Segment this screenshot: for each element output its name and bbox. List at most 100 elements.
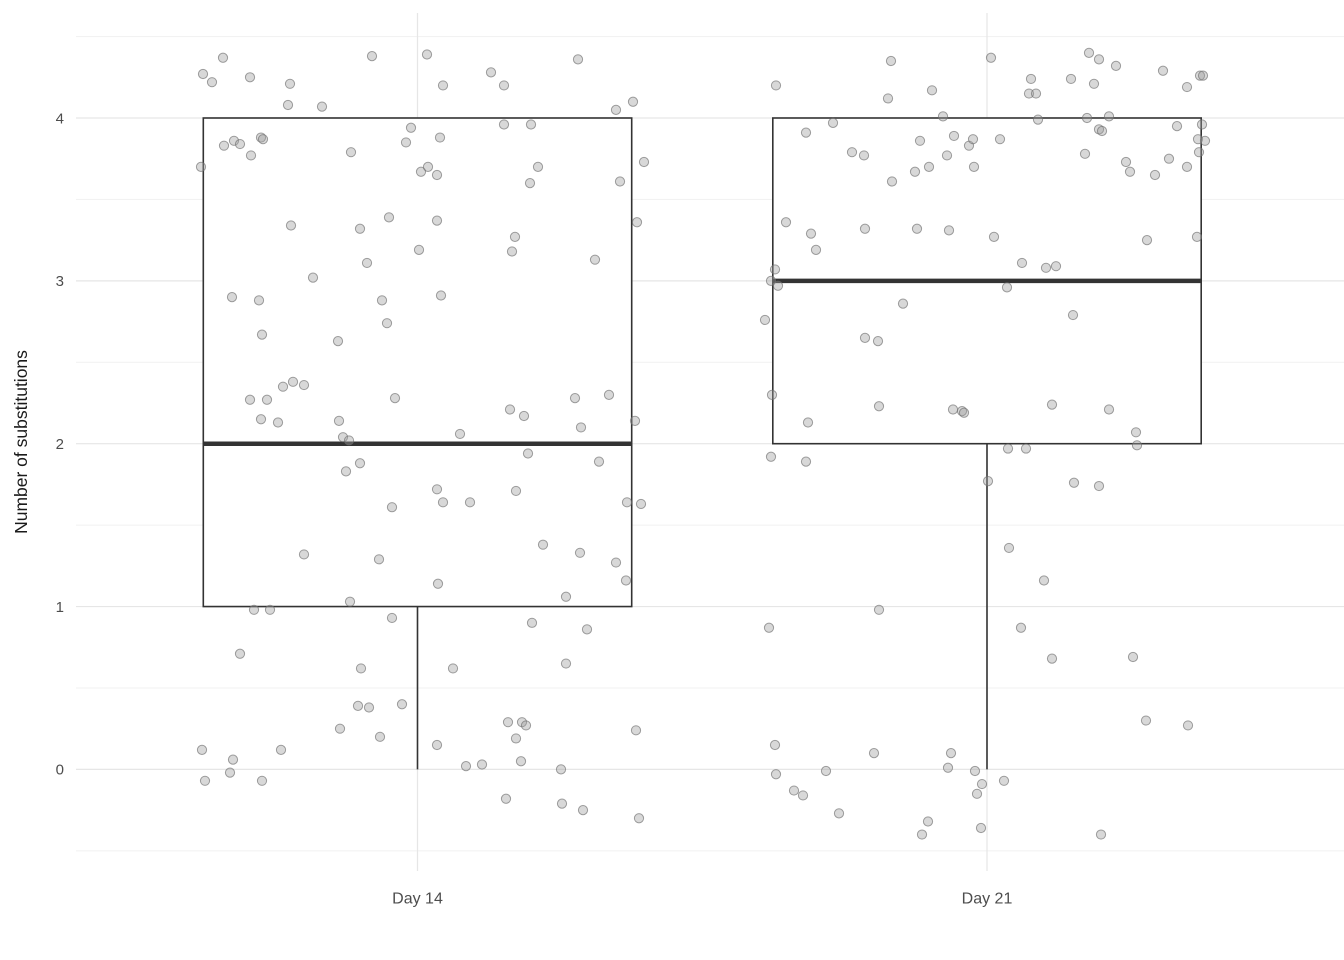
jitter-point	[435, 290, 447, 301]
jitter-point	[947, 404, 959, 415]
jitter-point	[261, 394, 273, 405]
y-axis-title: Number of substitutions	[11, 350, 31, 534]
jitter-point	[363, 702, 375, 713]
jitter-point	[942, 762, 954, 773]
jitter-point	[476, 759, 488, 770]
jitter-point	[256, 329, 268, 340]
jitter-point	[333, 415, 345, 427]
jitter-point	[868, 748, 880, 759]
jitter-point	[971, 788, 983, 799]
jitter-point	[197, 68, 209, 80]
jitter-point	[1088, 78, 1100, 89]
jitter-point	[386, 502, 398, 513]
jitter-point	[344, 596, 356, 607]
jitter-point	[1181, 81, 1193, 93]
jitter-point	[1181, 161, 1193, 172]
jitter-point	[257, 134, 269, 145]
jitter-point	[226, 292, 238, 303]
jitter-point	[967, 134, 979, 145]
jitter-point	[859, 223, 871, 234]
jitter-point	[1199, 135, 1211, 146]
jitter-point	[1067, 309, 1079, 321]
jitter-point	[510, 485, 522, 497]
jitter-point	[948, 130, 960, 142]
jitter-point	[820, 765, 832, 777]
jitter-point	[1196, 119, 1208, 130]
jitter-point	[610, 557, 622, 568]
jitter-point	[572, 54, 584, 65]
jitter-point	[772, 280, 784, 291]
jitter-point	[340, 466, 352, 477]
jitter-point	[248, 604, 260, 615]
jitter-point	[515, 756, 527, 767]
y-tick-label: 0	[56, 762, 64, 779]
jitter-point	[272, 417, 284, 428]
jitter-point	[437, 80, 449, 91]
jitter-point	[352, 700, 364, 711]
jitter-point	[506, 246, 518, 257]
jitter-point	[923, 161, 935, 172]
jitter-point	[593, 456, 605, 467]
jitter-point	[405, 122, 417, 133]
jitter-point	[1103, 404, 1115, 415]
jitter-point	[872, 336, 884, 347]
jitter-point	[937, 111, 949, 122]
jitter-point	[800, 456, 812, 467]
jitter-point	[577, 805, 589, 816]
jitter-point	[569, 393, 581, 404]
jitter-point	[916, 829, 928, 840]
jitter-point	[620, 575, 632, 586]
jitter-point	[264, 604, 276, 615]
jitter-point	[275, 744, 287, 755]
jitter-point	[374, 731, 386, 742]
jitter-point	[1140, 715, 1152, 726]
y-tick-label: 3	[56, 273, 64, 290]
jitter-point	[765, 451, 777, 462]
jitter-point	[1194, 70, 1206, 81]
jitter-point	[994, 134, 1006, 145]
jitter-point	[227, 754, 239, 765]
jitter-point	[1015, 622, 1027, 633]
jitter-point	[914, 135, 926, 146]
jitter-point	[1163, 153, 1175, 164]
jitter-point	[589, 254, 601, 265]
jitter-point	[800, 127, 812, 138]
jitter-point	[1197, 70, 1209, 81]
jitter-point	[1032, 114, 1044, 125]
jitter-point	[464, 497, 476, 508]
jitter-point	[1141, 235, 1153, 246]
jitter-point	[766, 389, 778, 400]
jitter-point	[485, 67, 497, 78]
jitter-point	[1050, 261, 1062, 272]
jitter-point	[560, 658, 572, 669]
jitter-point	[1103, 111, 1115, 122]
y-axis-tick-labels: 0 1 2 3 4	[56, 110, 64, 778]
jitter-point	[846, 147, 858, 158]
jitter-point	[885, 55, 897, 67]
jitter-point	[245, 150, 257, 161]
jitter-point	[1127, 651, 1139, 663]
jitter-point	[498, 119, 510, 130]
jitter-point	[627, 96, 639, 107]
jitter-point	[882, 93, 894, 104]
jitter-point	[1093, 54, 1105, 65]
jitter-point	[1171, 121, 1183, 132]
jitter-point	[1025, 73, 1037, 85]
jitter-point	[373, 554, 385, 565]
jitter-point	[1095, 829, 1107, 840]
jitter-point	[332, 336, 344, 347]
jitter-point	[334, 723, 346, 734]
jitter-point	[285, 220, 297, 231]
jitter-point	[1083, 47, 1095, 58]
jitter-point	[522, 448, 534, 459]
jitter-point	[805, 228, 817, 239]
jitter-point	[1130, 427, 1142, 438]
jitter-point	[234, 138, 246, 150]
jitter-point	[926, 85, 938, 96]
jitter-point	[510, 733, 522, 744]
jitter-point	[502, 717, 514, 728]
jitter-point	[941, 150, 953, 161]
jitter-point	[911, 223, 923, 234]
